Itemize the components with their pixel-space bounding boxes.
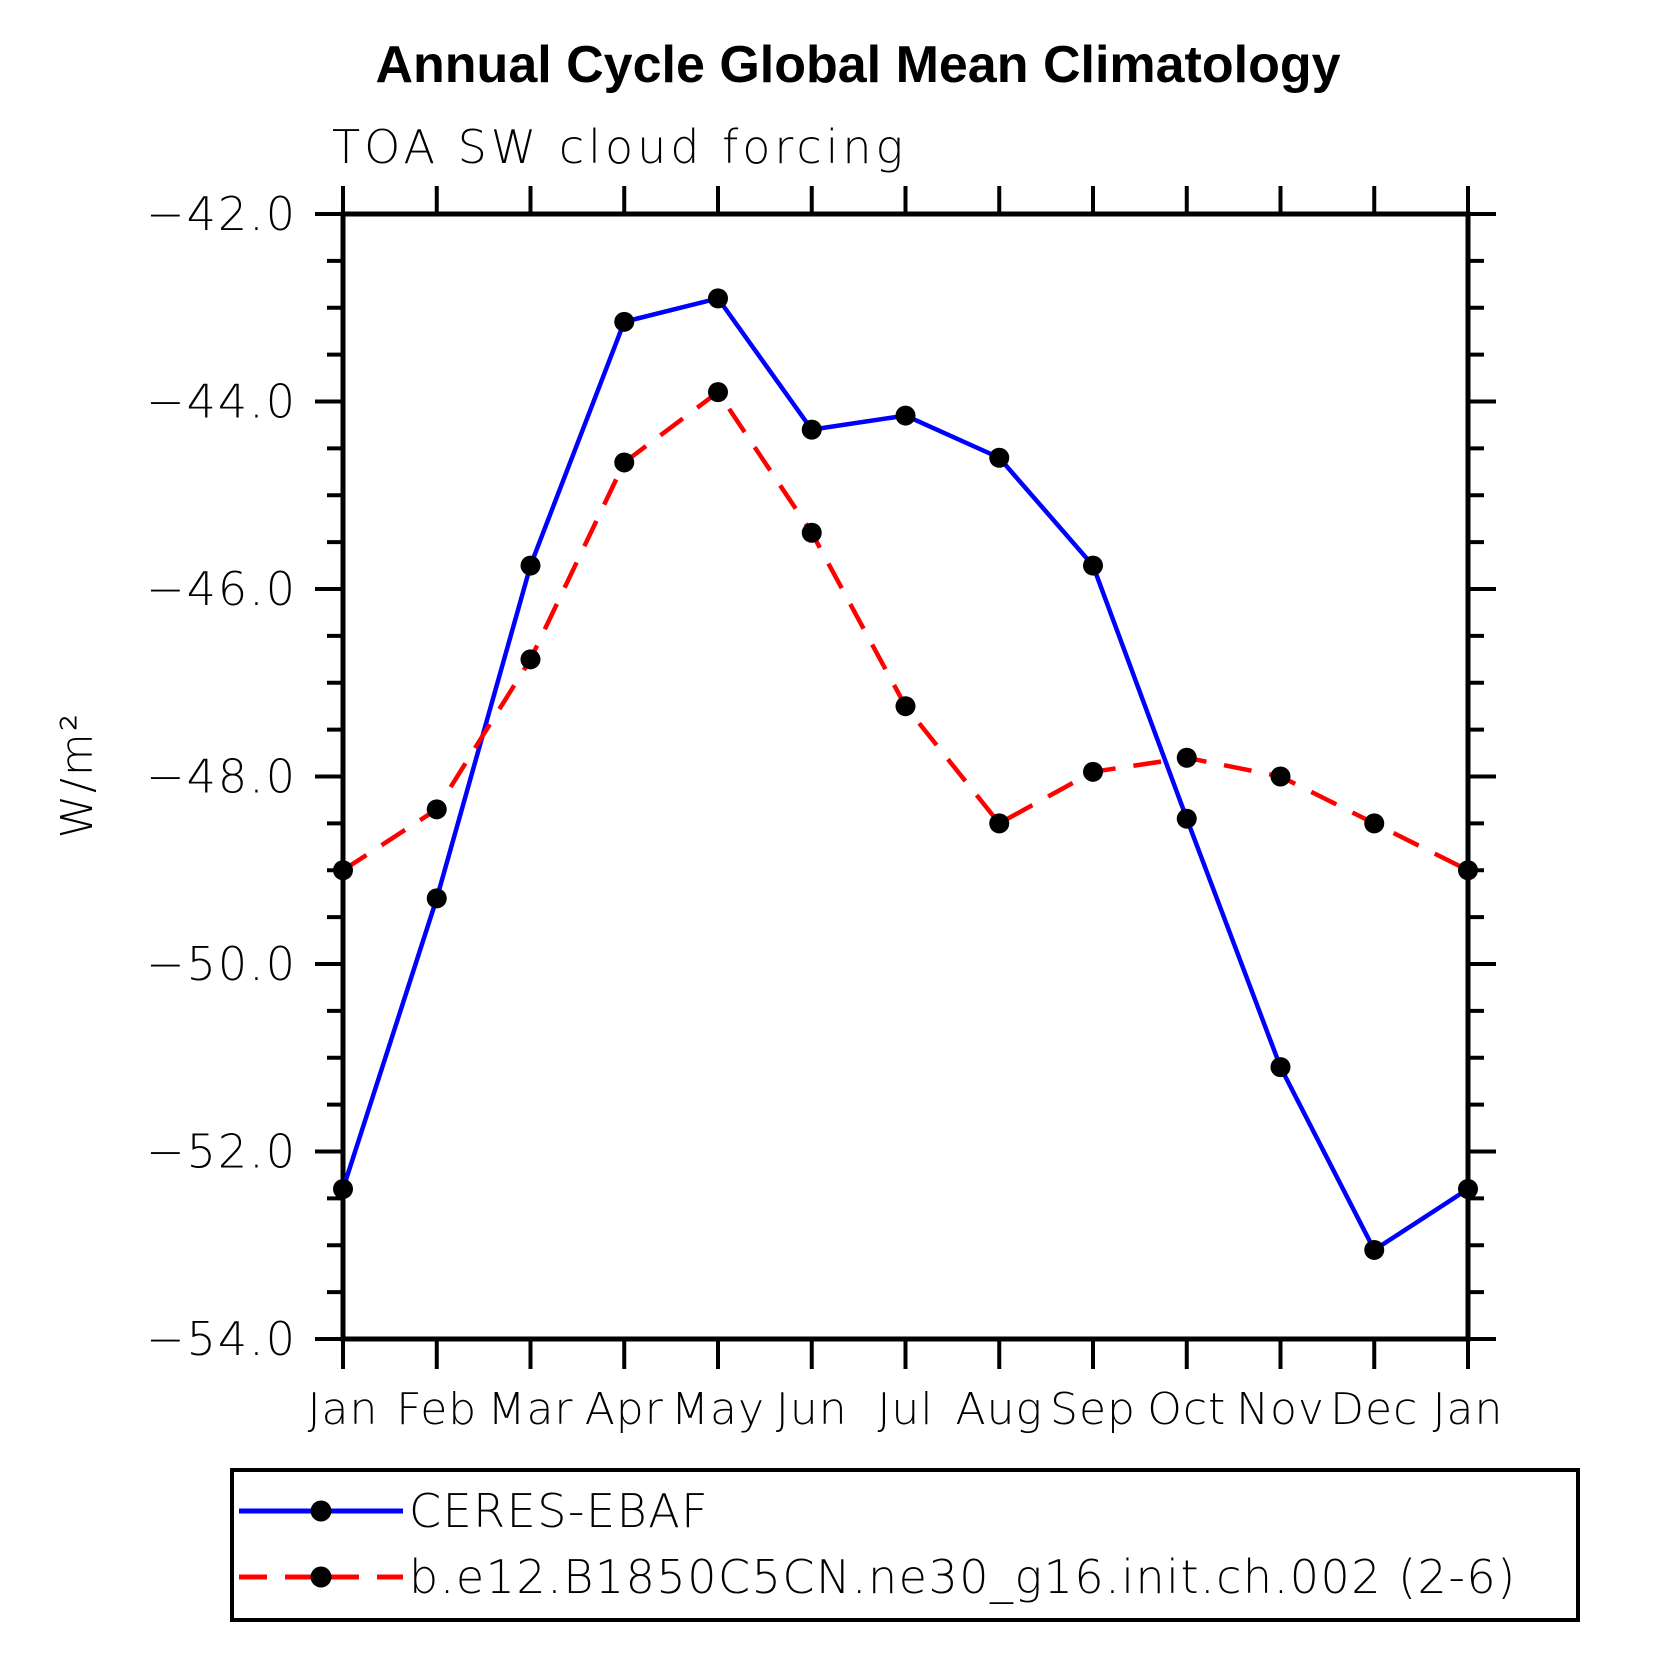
data-point-marker [1083,761,1103,782]
series-line-solid [340,296,1470,1253]
data-point-marker [801,419,822,440]
data-point-marker [426,888,447,909]
y-tick-label: −42.0 [146,187,297,241]
y-tick-label: −44.0 [146,375,297,429]
data-point-marker [1270,766,1291,787]
x-tick-label: Sep [1050,1384,1136,1435]
data-point-marker [333,860,353,881]
legend-marker [310,1500,332,1522]
chart-title: Annual Cycle Global Mean Climatology [375,36,1340,94]
data-point-marker [895,696,916,717]
data-point-marker [989,447,1010,468]
data-series [333,288,1478,1260]
data-point-marker [989,813,1010,834]
data-point-marker [1364,1239,1385,1260]
x-tick-label: Nov [1236,1384,1325,1435]
data-point-marker [801,522,822,543]
legend-box [230,1468,1580,1622]
x-tick-label: Jun [776,1384,848,1435]
y-axis-title: W/m² [52,712,103,839]
x-tick-label: Jan [1433,1384,1504,1435]
data-point-marker [1176,808,1197,829]
y-tick-labels: −42.0 −44.0 −46.0 −48.0 −50.0 −52.0 −54.0 [146,187,297,1366]
chart-subtitle: TOA SW cloud forcing [332,120,907,174]
data-point-marker [1364,813,1385,834]
data-point-marker [614,311,635,332]
y-tick-label: −50.0 [146,937,297,991]
x-tick-label: Feb [396,1384,477,1435]
x-tick-label: Aug [956,1384,1043,1435]
y-tick-label: −48.0 [146,750,297,804]
x-tick-label: Apr [585,1384,664,1435]
legend-entries: CERES-EBAF b.e12.B1850C5CN.ne30_g16.init.… [239,1484,1517,1604]
x-tick-label: Jul [877,1384,933,1435]
x-tick-label: Jan [308,1384,379,1435]
data-point-marker [1458,1179,1478,1199]
legend-label: b.e12.B1850C5CN.ne30_g16.init.ch.002 (2-… [409,1550,1517,1604]
data-point-marker [520,649,541,670]
data-point-marker [1083,555,1103,576]
legend-marker [310,1566,332,1588]
x-tick-label: Dec [1330,1384,1418,1435]
axis-ticks [315,186,1496,1369]
legend-label: CERES-EBAF [409,1484,709,1538]
y-tick-label: −46.0 [146,562,297,616]
data-point-marker [333,1179,353,1199]
y-tick-label: −52.0 [146,1125,297,1179]
x-tick-label: May [671,1384,765,1435]
x-tick-label: Oct [1147,1384,1226,1435]
x-tick-labels: Jan Feb Mar Apr May Jun Jul Aug Sep Oct Nov Dec Jan [308,1384,1504,1435]
y-tick-label: −54.0 [146,1312,297,1366]
plot-frame [340,211,1471,1342]
data-point-marker [1458,860,1478,881]
data-point-marker [708,288,728,309]
data-point-marker [708,382,728,403]
data-point-marker [520,555,541,576]
data-point-marker [426,799,447,820]
data-point-marker [1176,747,1197,768]
data-point-marker [1270,1057,1291,1078]
x-tick-label: Mar [487,1384,573,1435]
data-point-marker [895,405,916,426]
data-point-marker [614,452,635,473]
